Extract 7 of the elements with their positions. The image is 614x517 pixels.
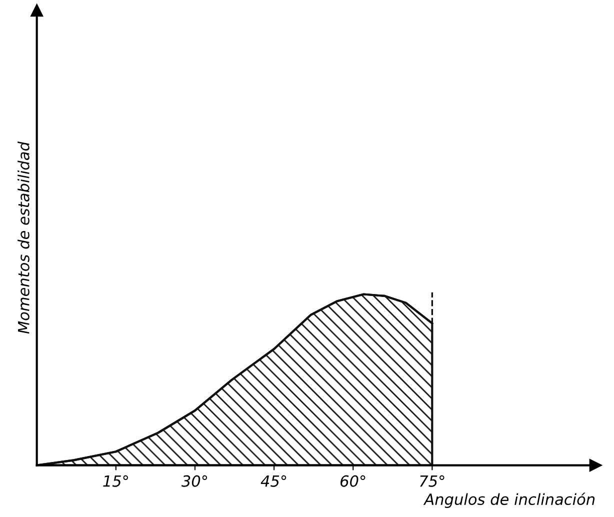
x-tick-label: 30° xyxy=(181,475,208,487)
y-axis-title: Momentos de estabilidad xyxy=(18,142,30,334)
x-tick-label: 60° xyxy=(340,475,366,487)
x-axis-title: Angulos de inclinación xyxy=(423,492,595,508)
x-tick-label: 75° xyxy=(420,475,444,487)
x-tick-label: 45° xyxy=(260,475,286,487)
x-tick-label: 15° xyxy=(103,475,128,487)
